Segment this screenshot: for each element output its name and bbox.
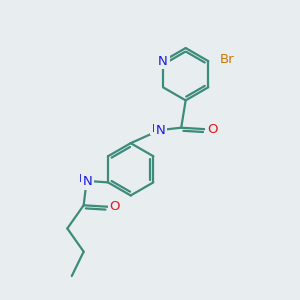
Text: O: O <box>207 123 217 136</box>
Text: O: O <box>109 200 120 213</box>
Text: N: N <box>82 175 92 188</box>
Text: H: H <box>152 124 160 134</box>
Text: H: H <box>79 174 87 184</box>
Text: Br: Br <box>220 52 234 66</box>
Text: N: N <box>155 124 165 136</box>
Text: N: N <box>158 55 168 68</box>
